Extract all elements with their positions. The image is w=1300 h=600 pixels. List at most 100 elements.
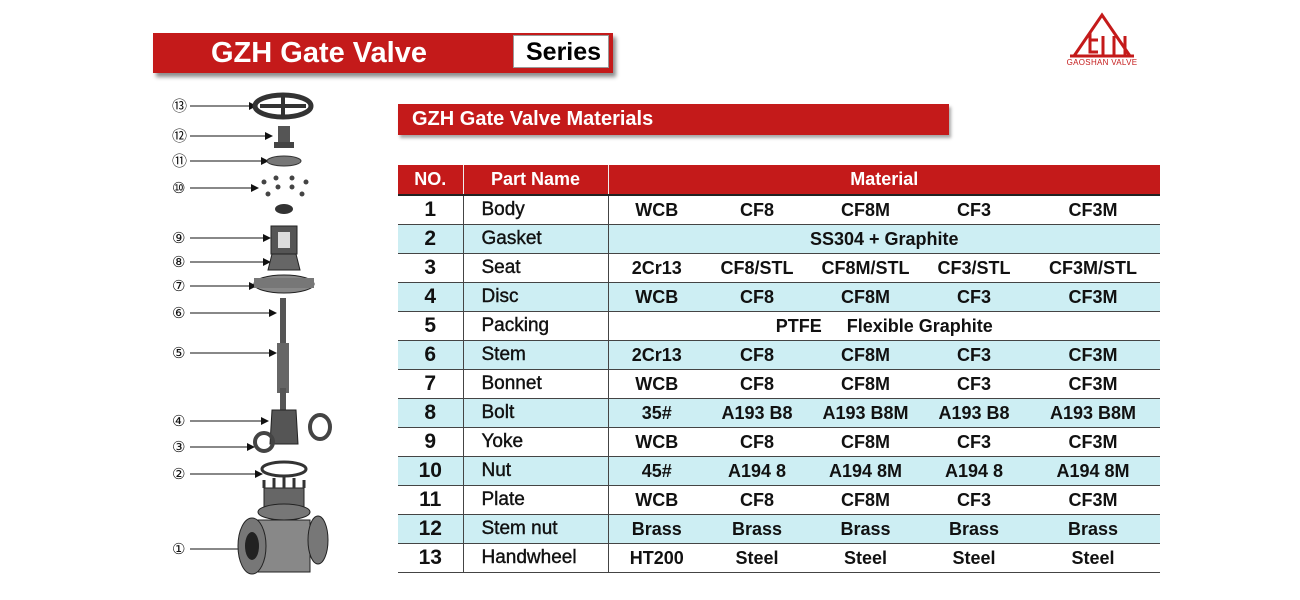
material-cell: CF8M	[809, 485, 922, 515]
row-number: 12	[398, 514, 463, 544]
material-cell: HT200	[607, 543, 705, 573]
material-cell: CF3	[922, 282, 1026, 312]
table-row: 4 Disc WCB CF8 CF8M CF3 CF3M	[398, 282, 1161, 312]
material-cell: CF3	[922, 427, 1026, 457]
row-number: 9	[398, 427, 463, 457]
material-cell: CF8	[705, 369, 809, 399]
material-cell: A194 8	[705, 456, 809, 486]
material-cell: CF8/STL	[705, 253, 809, 283]
material-merged-cell: PTFE Flexible Graphite	[607, 311, 1161, 341]
material-cell: CF8M	[809, 427, 922, 457]
stem-nut-icon	[274, 126, 294, 148]
material-cell: CF3M	[1026, 369, 1161, 399]
material-cell: A194 8M	[1026, 456, 1161, 486]
callout-label: ⑧	[172, 253, 185, 271]
material-cell: CF8M	[809, 369, 922, 399]
part-name-cell: Bolt	[462, 398, 608, 428]
logo-text: GAOSHAN VALVE	[1066, 58, 1138, 67]
row-number: 3	[398, 253, 463, 283]
material-cell: CF3	[922, 369, 1026, 399]
callout-label: ⑫	[172, 127, 187, 145]
part-name-cell: Packing	[462, 311, 608, 341]
table-row: 7 Bonnet WCB CF8 CF8M CF3 CF3M	[398, 369, 1161, 399]
material-cell: Brass	[705, 514, 809, 544]
part-name-cell: Disc	[462, 282, 608, 312]
part-name-cell: Gasket	[462, 224, 608, 254]
row-number: 10	[398, 456, 463, 486]
row-number: 5	[398, 311, 463, 341]
header-material: Material	[608, 165, 1161, 196]
callout-label: ⑦	[172, 277, 185, 295]
materials-table: NO. Part Name Material 1 Body WCB CF8 CF8M CF…	[398, 165, 1161, 573]
callout-label: ⑥	[172, 304, 185, 322]
table-row: 1 Body WCB CF8 CF8M CF3 CF3M	[398, 195, 1161, 225]
table-row: 9 Yoke WCB CF8 CF8M CF3 CF3M	[398, 427, 1161, 457]
seat-rings-icon	[253, 431, 275, 453]
table-row: 6 Stem 2Cr13 CF8 CF8M CF3 CF3M	[398, 340, 1161, 370]
material-cell: Brass	[922, 514, 1026, 544]
material-cell: CF8	[705, 340, 809, 370]
gasket-icon	[260, 460, 308, 478]
material-cell: WCB	[607, 369, 705, 399]
material-cell: CF8	[705, 485, 809, 515]
callout-label: ⑤	[172, 344, 185, 362]
part-name-cell: Nut	[462, 456, 608, 486]
material-merged-cell: SS304 + Graphite	[607, 224, 1161, 254]
body-icon	[237, 477, 329, 575]
material-cell: A193 B8M	[809, 398, 922, 428]
material-cell: CF3M/STL	[1026, 253, 1161, 283]
table-body: 1 Body WCB CF8 CF8M CF3 CF3M 2 Gasket SS304 + Gra…	[398, 195, 1161, 573]
table-row: 5 Packing PTFE Flexible Graphite	[398, 311, 1161, 341]
table-row: 12 Stem nut Brass Brass Brass Brass Brass	[398, 514, 1161, 544]
material-cell: WCB	[607, 427, 705, 457]
material-cell: Steel	[922, 543, 1026, 573]
material-cell: A193 B8	[922, 398, 1026, 428]
material-cell: 45#	[607, 456, 705, 486]
row-number: 8	[398, 398, 463, 428]
material-cell: CF3	[922, 485, 1026, 515]
material-cell: Steel	[1026, 543, 1161, 573]
table-row: 13 Handwheel HT200 Steel Steel Steel Steel	[398, 543, 1161, 573]
material-cell: A193 B8M	[1026, 398, 1161, 428]
material-cell: CF3M	[1026, 282, 1161, 312]
callout-label: ⑪	[172, 152, 187, 170]
title-banner: GZH Gate Valve Series	[153, 33, 613, 73]
material-cell: WCB	[607, 485, 705, 515]
material-cell: Brass	[607, 514, 705, 544]
material-cell: CF8M	[809, 282, 922, 312]
material-cell: A194 8	[922, 456, 1026, 486]
bolts-nuts-icon	[261, 175, 309, 214]
callout-label: ①	[172, 540, 185, 558]
material-cell: CF8M/STL	[809, 253, 922, 283]
material-cell: A193 B8	[705, 398, 809, 428]
header-part-name: Part Name	[463, 165, 609, 196]
part-name-cell: Handwheel	[462, 543, 608, 573]
disc-icon	[269, 409, 332, 445]
row-number: 11	[398, 485, 463, 515]
table-header-row: NO. Part Name Material	[398, 165, 1161, 196]
page-title: GZH Gate Valve	[211, 37, 427, 69]
material-cell: Brass	[809, 514, 922, 544]
callout-label: ④	[172, 412, 185, 430]
callout-label: ⑩	[172, 179, 185, 197]
plate-icon	[266, 155, 302, 167]
callout-label: ⑨	[172, 229, 185, 247]
part-name-cell: Seat	[462, 253, 608, 283]
table-row: 11 Plate WCB CF8 CF8M CF3 CF3M	[398, 485, 1161, 515]
material-cell: A194 8M	[809, 456, 922, 486]
part-name-cell: Stem	[462, 340, 608, 370]
stem-icon	[277, 298, 289, 410]
material-cell: CF3	[922, 195, 1026, 225]
material-cell: CF3M	[1026, 485, 1161, 515]
material-cell: CF3M	[1026, 340, 1161, 370]
part-name-cell: Stem nut	[462, 514, 608, 544]
material-cell: 35#	[607, 398, 705, 428]
table-row: 2 Gasket SS304 + Graphite	[398, 224, 1161, 254]
exploded-valve-diagram: ⑬ ⑫ ⑪ ⑩ ⑨ ⑧ ⑦ ⑥ ⑤ ④ ③ ② ①	[172, 92, 332, 575]
row-number: 7	[398, 369, 463, 399]
material-cell: CF3M	[1026, 195, 1161, 225]
series-label-box: Series	[513, 35, 609, 68]
row-number: 1	[398, 195, 463, 225]
part-name-cell: Body	[462, 195, 608, 225]
material-cell: CF8	[705, 195, 809, 225]
